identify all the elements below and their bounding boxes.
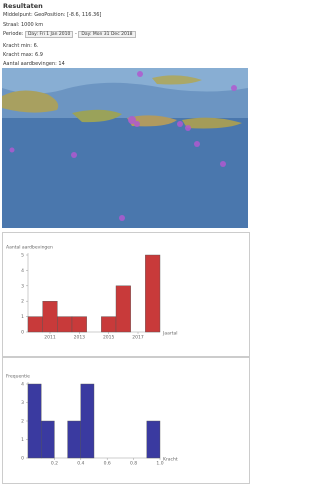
marker[interactable]: [128, 116, 136, 124]
chart: Frequentie Kracht 0 1 2 3 4 0.2 0.4 0.6 0.8 1.0: [6, 374, 178, 467]
island: [2, 90, 59, 113]
y-tick-label: 0: [21, 330, 24, 336]
marker[interactable]: [177, 121, 183, 127]
y-tick-label: 3: [21, 400, 24, 406]
x-axis-label: Jaartal: [162, 331, 177, 337]
x-axis-label: Kracht: [163, 457, 178, 463]
x-tick-label: 0.8: [130, 461, 137, 467]
island: [72, 109, 122, 123]
quake-markers: [9, 71, 237, 221]
marker[interactable]: [9, 147, 15, 153]
bar: [27, 316, 43, 333]
bar: [57, 316, 73, 333]
bar: [146, 420, 161, 459]
bar: [115, 285, 131, 333]
island: [182, 117, 242, 129]
field: Middelpunt: GeoPosition: [-8.6, 116.36]: [3, 12, 102, 18]
y-tick-label: 3: [21, 283, 24, 289]
y-tick-label: 4: [21, 268, 24, 274]
bar: [101, 316, 117, 333]
marker[interactable]: [137, 71, 143, 77]
marker[interactable]: [134, 121, 140, 127]
x-tick-label: 0.2: [51, 461, 58, 467]
x-tick-label: 2013: [74, 335, 86, 341]
y-tick-label: 1: [21, 314, 24, 320]
island: [152, 75, 202, 85]
y-tick-label: 1: [21, 437, 24, 443]
title: Resultaten: [3, 2, 43, 10]
y-tick-label: 0: [21, 456, 24, 462]
deep-sea: [2, 118, 248, 228]
marker[interactable]: [71, 152, 77, 158]
y-axis-label: Frequentie: [6, 374, 30, 380]
chart: Aantal aardbevingen Jaartal 0 1 2 3 4 5 2011 2013…: [6, 245, 177, 341]
stat: Aantal aardbevingen: 14: [3, 61, 65, 67]
bar: [80, 383, 95, 459]
period: Periode: Day: Fri 1 Jan 2010 - Day: Mon …: [3, 31, 136, 38]
marker[interactable]: [220, 161, 226, 167]
x-tick-label: 1.0: [156, 461, 163, 467]
y-tick-label: 4: [21, 382, 24, 388]
separator: -: [74, 31, 77, 37]
bar: [41, 420, 55, 459]
bar: [42, 300, 58, 333]
period-label: Periode:: [3, 31, 24, 37]
marker[interactable]: [194, 141, 200, 147]
bar: [67, 420, 81, 459]
shallow: [2, 68, 248, 94]
page: Resultaten Middelpunt: GeoPosition: [-8.…: [0, 0, 252, 485]
date-from[interactable]: Day: Fri 1 Jan 2010: [24, 31, 74, 38]
marker[interactable]: [185, 125, 191, 131]
field: Straal: 1000 km: [3, 22, 44, 28]
y-tick-label: 5: [21, 253, 24, 259]
chart-panel: Frequentie Kracht 0 1 2 3 4 0.2 0.4 0.6 0.8 1.0: [2, 357, 250, 484]
marker[interactable]: [119, 215, 125, 221]
x-tick-label: 2015: [103, 335, 115, 341]
x-tick-label: 0.4: [77, 461, 84, 467]
y-axis-label: Aantal aardbevingen: [6, 245, 53, 251]
x-tick-label: 0.6: [104, 461, 111, 467]
y-tick-label: 2: [21, 419, 24, 425]
map[interactable]: [2, 68, 248, 228]
stat: Kracht max: 6.9: [3, 52, 43, 58]
x-tick-label: 2017: [132, 335, 144, 341]
marker[interactable]: [231, 85, 237, 91]
bar: [71, 316, 87, 333]
date-to[interactable]: Day: Mon 31 Dec 2018: [78, 31, 136, 38]
bar: [27, 383, 42, 459]
bar: [145, 254, 161, 333]
stat: Kracht min: 6.: [3, 43, 39, 49]
y-tick-label: 2: [21, 299, 24, 305]
x-tick-label: 2011: [44, 335, 56, 341]
chart-panel: Aantal aardbevingen Jaartal 0 1 2 3 4 5 2011 2013…: [2, 232, 250, 357]
